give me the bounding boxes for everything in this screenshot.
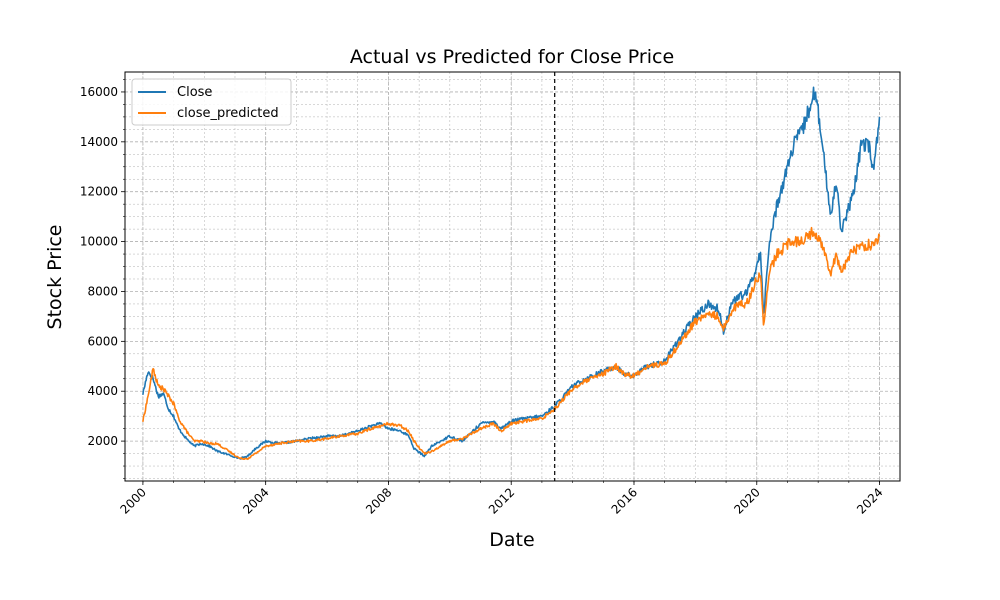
legend-label-close: Close [177, 85, 212, 100]
y-tick-label: 8000 [87, 284, 118, 298]
chart-title: Actual vs Predicted for Close Price [350, 46, 674, 68]
x-axis-label: Date [489, 529, 534, 551]
y-tick-label: 6000 [87, 334, 118, 348]
y-axis-label: Stock Price [44, 225, 66, 330]
y-tick-label: 14000 [80, 135, 118, 149]
y-tick-label: 4000 [87, 384, 118, 398]
y-tick-label: 2000 [87, 434, 118, 448]
legend: Close close_predicted [131, 78, 292, 126]
plot-frame [124, 71, 901, 482]
y-tick-label: 10000 [80, 235, 118, 249]
series-lines [142, 86, 881, 461]
legend-box [131, 78, 292, 126]
y-tick-label: 16000 [80, 85, 118, 99]
legend-label-close-predicted: close_predicted [177, 106, 279, 121]
y-tick-label: 12000 [80, 185, 118, 199]
grid [125, 72, 900, 481]
series-line-close-predicted [142, 226, 881, 461]
